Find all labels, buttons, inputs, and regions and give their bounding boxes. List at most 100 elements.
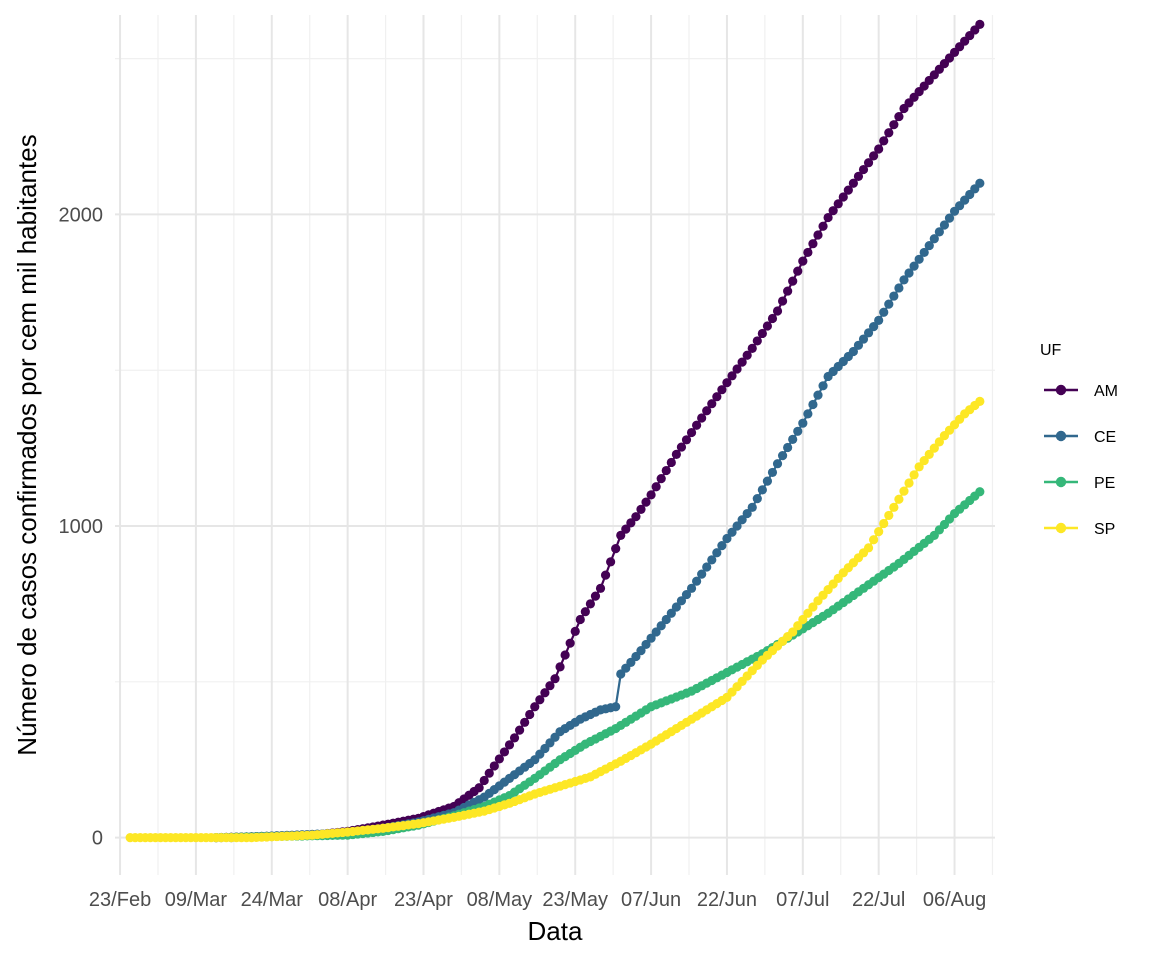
data-series bbox=[125, 19, 985, 843]
data-point-ce bbox=[808, 399, 818, 410]
data-point-ce bbox=[762, 476, 773, 486]
data-point-am bbox=[515, 725, 525, 735]
data-point-am bbox=[879, 136, 889, 146]
series-am bbox=[211, 19, 985, 843]
data-point-am bbox=[707, 399, 717, 409]
data-point-ce bbox=[661, 614, 671, 625]
data-point-am bbox=[631, 512, 641, 522]
data-point-sp bbox=[919, 455, 929, 466]
x-axis-title: Data bbox=[528, 916, 583, 946]
data-point-am bbox=[676, 442, 687, 452]
data-point-am bbox=[535, 695, 545, 705]
data-point-am bbox=[580, 607, 590, 617]
data-point-am bbox=[530, 702, 540, 712]
data-point-am bbox=[525, 709, 535, 720]
data-point-am bbox=[661, 465, 671, 476]
data-point-sp bbox=[899, 486, 909, 496]
series-line-pe bbox=[216, 490, 981, 839]
data-point-ce bbox=[727, 527, 737, 537]
series-line-sp bbox=[130, 400, 981, 839]
data-point-am bbox=[803, 247, 813, 258]
data-point-sp bbox=[884, 510, 894, 521]
data-point-am bbox=[504, 740, 515, 750]
data-point-ce bbox=[747, 502, 757, 512]
legend-label-am: AM bbox=[1094, 383, 1118, 400]
data-point-am bbox=[823, 212, 833, 223]
data-point-sp bbox=[929, 443, 939, 453]
data-point-am bbox=[616, 530, 626, 540]
legend-label-sp: SP bbox=[1094, 521, 1115, 538]
data-point-ce bbox=[752, 493, 762, 504]
data-point-am bbox=[889, 120, 899, 130]
data-point-ce bbox=[707, 555, 717, 565]
data-point-am bbox=[833, 199, 843, 209]
y-tick-label: 1000 bbox=[59, 516, 104, 538]
data-point-am bbox=[666, 457, 676, 468]
x-tick-label: 24/Mar bbox=[241, 889, 304, 911]
data-point-ce bbox=[777, 450, 788, 461]
data-point-am bbox=[565, 638, 575, 648]
data-point-sp bbox=[934, 437, 944, 447]
data-point-am bbox=[570, 626, 580, 636]
data-point-am bbox=[656, 474, 666, 484]
data-point-am bbox=[732, 364, 742, 374]
data-point-pe bbox=[975, 487, 985, 497]
data-point-am bbox=[590, 591, 601, 601]
data-point-ce bbox=[737, 515, 747, 525]
data-point-am bbox=[717, 385, 727, 395]
x-tick-label: 06/Aug bbox=[923, 889, 986, 911]
data-point-ce bbox=[924, 240, 934, 251]
data-point-ce bbox=[641, 639, 651, 650]
data-point-am bbox=[550, 674, 560, 684]
data-point-am bbox=[793, 266, 803, 276]
x-tick-label: 07/Jul bbox=[776, 889, 829, 911]
series-sp bbox=[125, 396, 985, 843]
data-point-ce bbox=[772, 459, 783, 469]
data-point-am bbox=[651, 482, 661, 492]
legend-item-sp: SP bbox=[1044, 521, 1115, 538]
y-tick-label: 2000 bbox=[59, 204, 104, 226]
data-point-ce bbox=[666, 608, 676, 618]
data-point-ce bbox=[818, 381, 828, 391]
data-point-ce bbox=[803, 409, 813, 419]
data-point-am bbox=[621, 524, 631, 534]
y-tick-label: 0 bbox=[92, 828, 103, 850]
x-tick-label: 22/Jun bbox=[697, 889, 757, 911]
data-point-ce bbox=[793, 426, 803, 436]
data-point-ce bbox=[813, 390, 823, 400]
data-point-ce bbox=[722, 533, 732, 544]
data-point-ce bbox=[646, 633, 656, 643]
x-tick-label: 08/May bbox=[467, 889, 533, 911]
data-point-ce bbox=[656, 621, 666, 631]
data-point-sp bbox=[914, 462, 924, 472]
data-point-sp bbox=[874, 527, 884, 537]
data-point-ce bbox=[869, 321, 879, 332]
data-point-am bbox=[712, 392, 722, 402]
x-tick-label: 23/May bbox=[542, 889, 608, 911]
data-point-am bbox=[702, 406, 712, 416]
legend-items: AM CE PE SP bbox=[1044, 383, 1118, 538]
data-point-ce bbox=[944, 213, 955, 223]
data-point-am bbox=[813, 230, 823, 240]
y-axis-title: Número de casos confirmados por cem mil … bbox=[12, 134, 42, 755]
data-point-am bbox=[560, 650, 570, 660]
data-point-sp bbox=[924, 449, 934, 459]
data-point-am bbox=[884, 128, 894, 138]
data-point-ce bbox=[717, 541, 727, 551]
data-point-am bbox=[509, 733, 520, 743]
data-point-am bbox=[540, 688, 550, 698]
data-point-am bbox=[894, 111, 904, 122]
legend-marker-am bbox=[1055, 384, 1067, 396]
data-point-ce bbox=[853, 340, 864, 350]
data-point-am bbox=[722, 378, 732, 388]
data-point-am bbox=[489, 761, 499, 771]
data-point-ce bbox=[712, 548, 722, 558]
data-point-am bbox=[858, 164, 869, 175]
x-tick-label: 08/Apr bbox=[318, 889, 377, 911]
data-point-am bbox=[641, 497, 651, 507]
data-point-ce bbox=[899, 275, 909, 285]
data-point-ce bbox=[879, 307, 889, 317]
data-point-am bbox=[697, 413, 707, 423]
data-point-ce bbox=[894, 283, 904, 293]
data-point-ce bbox=[788, 434, 798, 444]
